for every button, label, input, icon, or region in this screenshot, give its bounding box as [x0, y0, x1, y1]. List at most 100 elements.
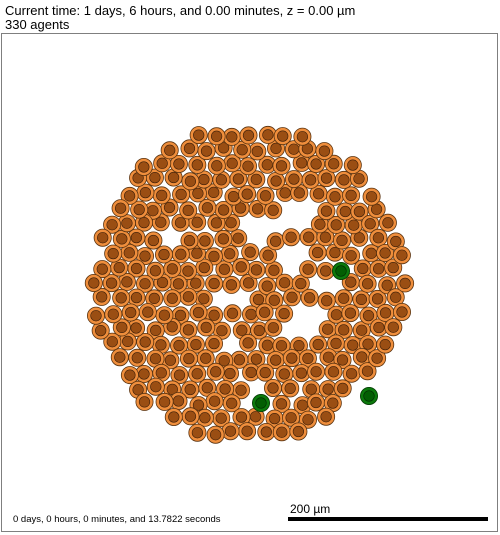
orange-cell-icon	[318, 320, 337, 339]
orange-cell-icon	[376, 243, 395, 262]
orange-cell-icon	[188, 423, 207, 442]
orange-cell-icon	[195, 231, 214, 250]
orange-cell-icon	[263, 378, 282, 397]
orange-cell-icon	[264, 318, 283, 337]
orange-cell-icon	[179, 320, 198, 339]
orange-cell-icon	[316, 261, 335, 280]
orange-cell-icon	[120, 366, 139, 385]
orange-cell-icon	[170, 366, 189, 385]
orange-cell-icon	[169, 154, 188, 173]
orange-cell-icon	[103, 332, 122, 351]
orange-cell-icon	[334, 289, 353, 308]
orange-cell-icon	[163, 259, 182, 278]
orange-cell-icon	[392, 302, 411, 321]
orange-cell-icon	[138, 303, 157, 322]
orange-cell-icon	[206, 362, 225, 381]
orange-cell-icon	[298, 410, 317, 429]
orange-cell-icon	[358, 362, 377, 381]
orange-cell-icon	[215, 260, 234, 279]
orange-cell-icon	[117, 272, 136, 291]
orange-cell-icon	[195, 408, 214, 427]
orange-cell-icon	[246, 407, 265, 426]
orange-cell-icon	[266, 232, 285, 251]
orange-cell-icon	[376, 303, 395, 322]
orange-cell-icon	[284, 170, 303, 189]
orange-cell-icon	[212, 321, 231, 340]
orange-cell-icon	[181, 172, 200, 191]
orange-cell-icon	[112, 288, 131, 307]
orange-cell-icon	[352, 347, 371, 366]
orange-cell-icon	[324, 154, 343, 173]
orange-cell-icon	[343, 156, 362, 175]
orange-cell-icon	[352, 290, 371, 309]
orange-cell-icon	[353, 259, 372, 278]
orange-cell-icon	[258, 125, 277, 144]
elapsed-time-label: 0 days, 0 hours, 0 minutes, and 13.7822 …	[13, 514, 221, 525]
orange-cell-icon	[180, 139, 199, 158]
orange-cell-icon	[121, 303, 140, 322]
orange-cell-icon	[384, 258, 403, 277]
orange-cell-icon	[163, 289, 182, 308]
orange-cell-icon	[248, 142, 267, 161]
orange-cell-icon	[315, 142, 334, 161]
orange-cell-icon	[152, 363, 171, 382]
orange-cell-icon	[238, 157, 257, 176]
status-header: Current time: 1 days, 6 hours, and 0.00 …	[0, 0, 500, 33]
orange-cell-icon	[266, 351, 285, 370]
orange-cell-icon	[306, 393, 325, 412]
orange-cell-icon	[196, 349, 215, 368]
orange-cell-icon	[291, 274, 310, 293]
orange-cell-icon	[135, 274, 154, 293]
orange-cell-icon	[289, 422, 308, 441]
orange-cell-icon	[292, 153, 311, 172]
orange-cell-icon	[169, 274, 188, 293]
orange-cell-icon	[207, 156, 226, 175]
orange-cell-icon	[396, 274, 415, 293]
orange-cell-icon	[275, 364, 294, 383]
orange-cell-icon	[265, 409, 284, 428]
orange-cell-icon	[179, 201, 198, 220]
scale-bar	[288, 517, 488, 521]
orange-cell-icon	[239, 333, 258, 352]
orange-cell-icon	[152, 186, 171, 205]
orange-cell-icon	[298, 349, 317, 368]
orange-cell-icon	[197, 318, 216, 337]
orange-cell-icon	[145, 289, 164, 308]
orange-cell-icon	[299, 260, 318, 279]
orange-cell-icon	[87, 306, 106, 325]
orange-cell-icon	[136, 332, 155, 351]
orange-cell-icon	[117, 214, 136, 233]
orange-cell-icon	[146, 321, 165, 340]
orange-cell-icon	[92, 287, 111, 306]
orange-cell-icon	[136, 183, 155, 202]
orange-cell-icon	[206, 425, 225, 444]
orange-cell-icon	[267, 171, 286, 190]
orange-cell-icon	[188, 364, 207, 383]
orange-cell-icon	[151, 335, 170, 354]
orange-cell-icon	[127, 228, 146, 247]
orange-cell-icon	[230, 350, 249, 369]
orange-cell-icon	[349, 169, 368, 188]
orange-cell-icon	[326, 334, 345, 353]
orange-cell-icon	[229, 169, 248, 188]
orange-cell-icon	[256, 186, 275, 205]
orange-cell-icon	[327, 215, 346, 234]
orange-cell-icon	[222, 127, 241, 146]
orange-cell-icon	[189, 303, 208, 322]
orange-cell-icon	[334, 320, 353, 339]
orange-cell-icon	[104, 305, 123, 324]
orange-cell-icon	[282, 288, 301, 307]
orange-cell-icon	[120, 186, 139, 205]
orange-cell-icon	[317, 202, 336, 221]
orange-cell-icon	[155, 306, 174, 325]
orange-cell-icon	[146, 261, 165, 280]
green-cell-icon	[359, 386, 378, 405]
orange-cell-icon	[341, 304, 360, 323]
orange-cell-icon	[93, 260, 112, 279]
orange-cell-icon	[155, 392, 174, 411]
orange-cell-icon	[221, 422, 240, 441]
orange-cell-icon	[104, 244, 123, 263]
orange-cell-icon	[239, 126, 258, 145]
orange-cell-icon	[188, 155, 207, 174]
orange-cell-icon	[334, 170, 353, 189]
